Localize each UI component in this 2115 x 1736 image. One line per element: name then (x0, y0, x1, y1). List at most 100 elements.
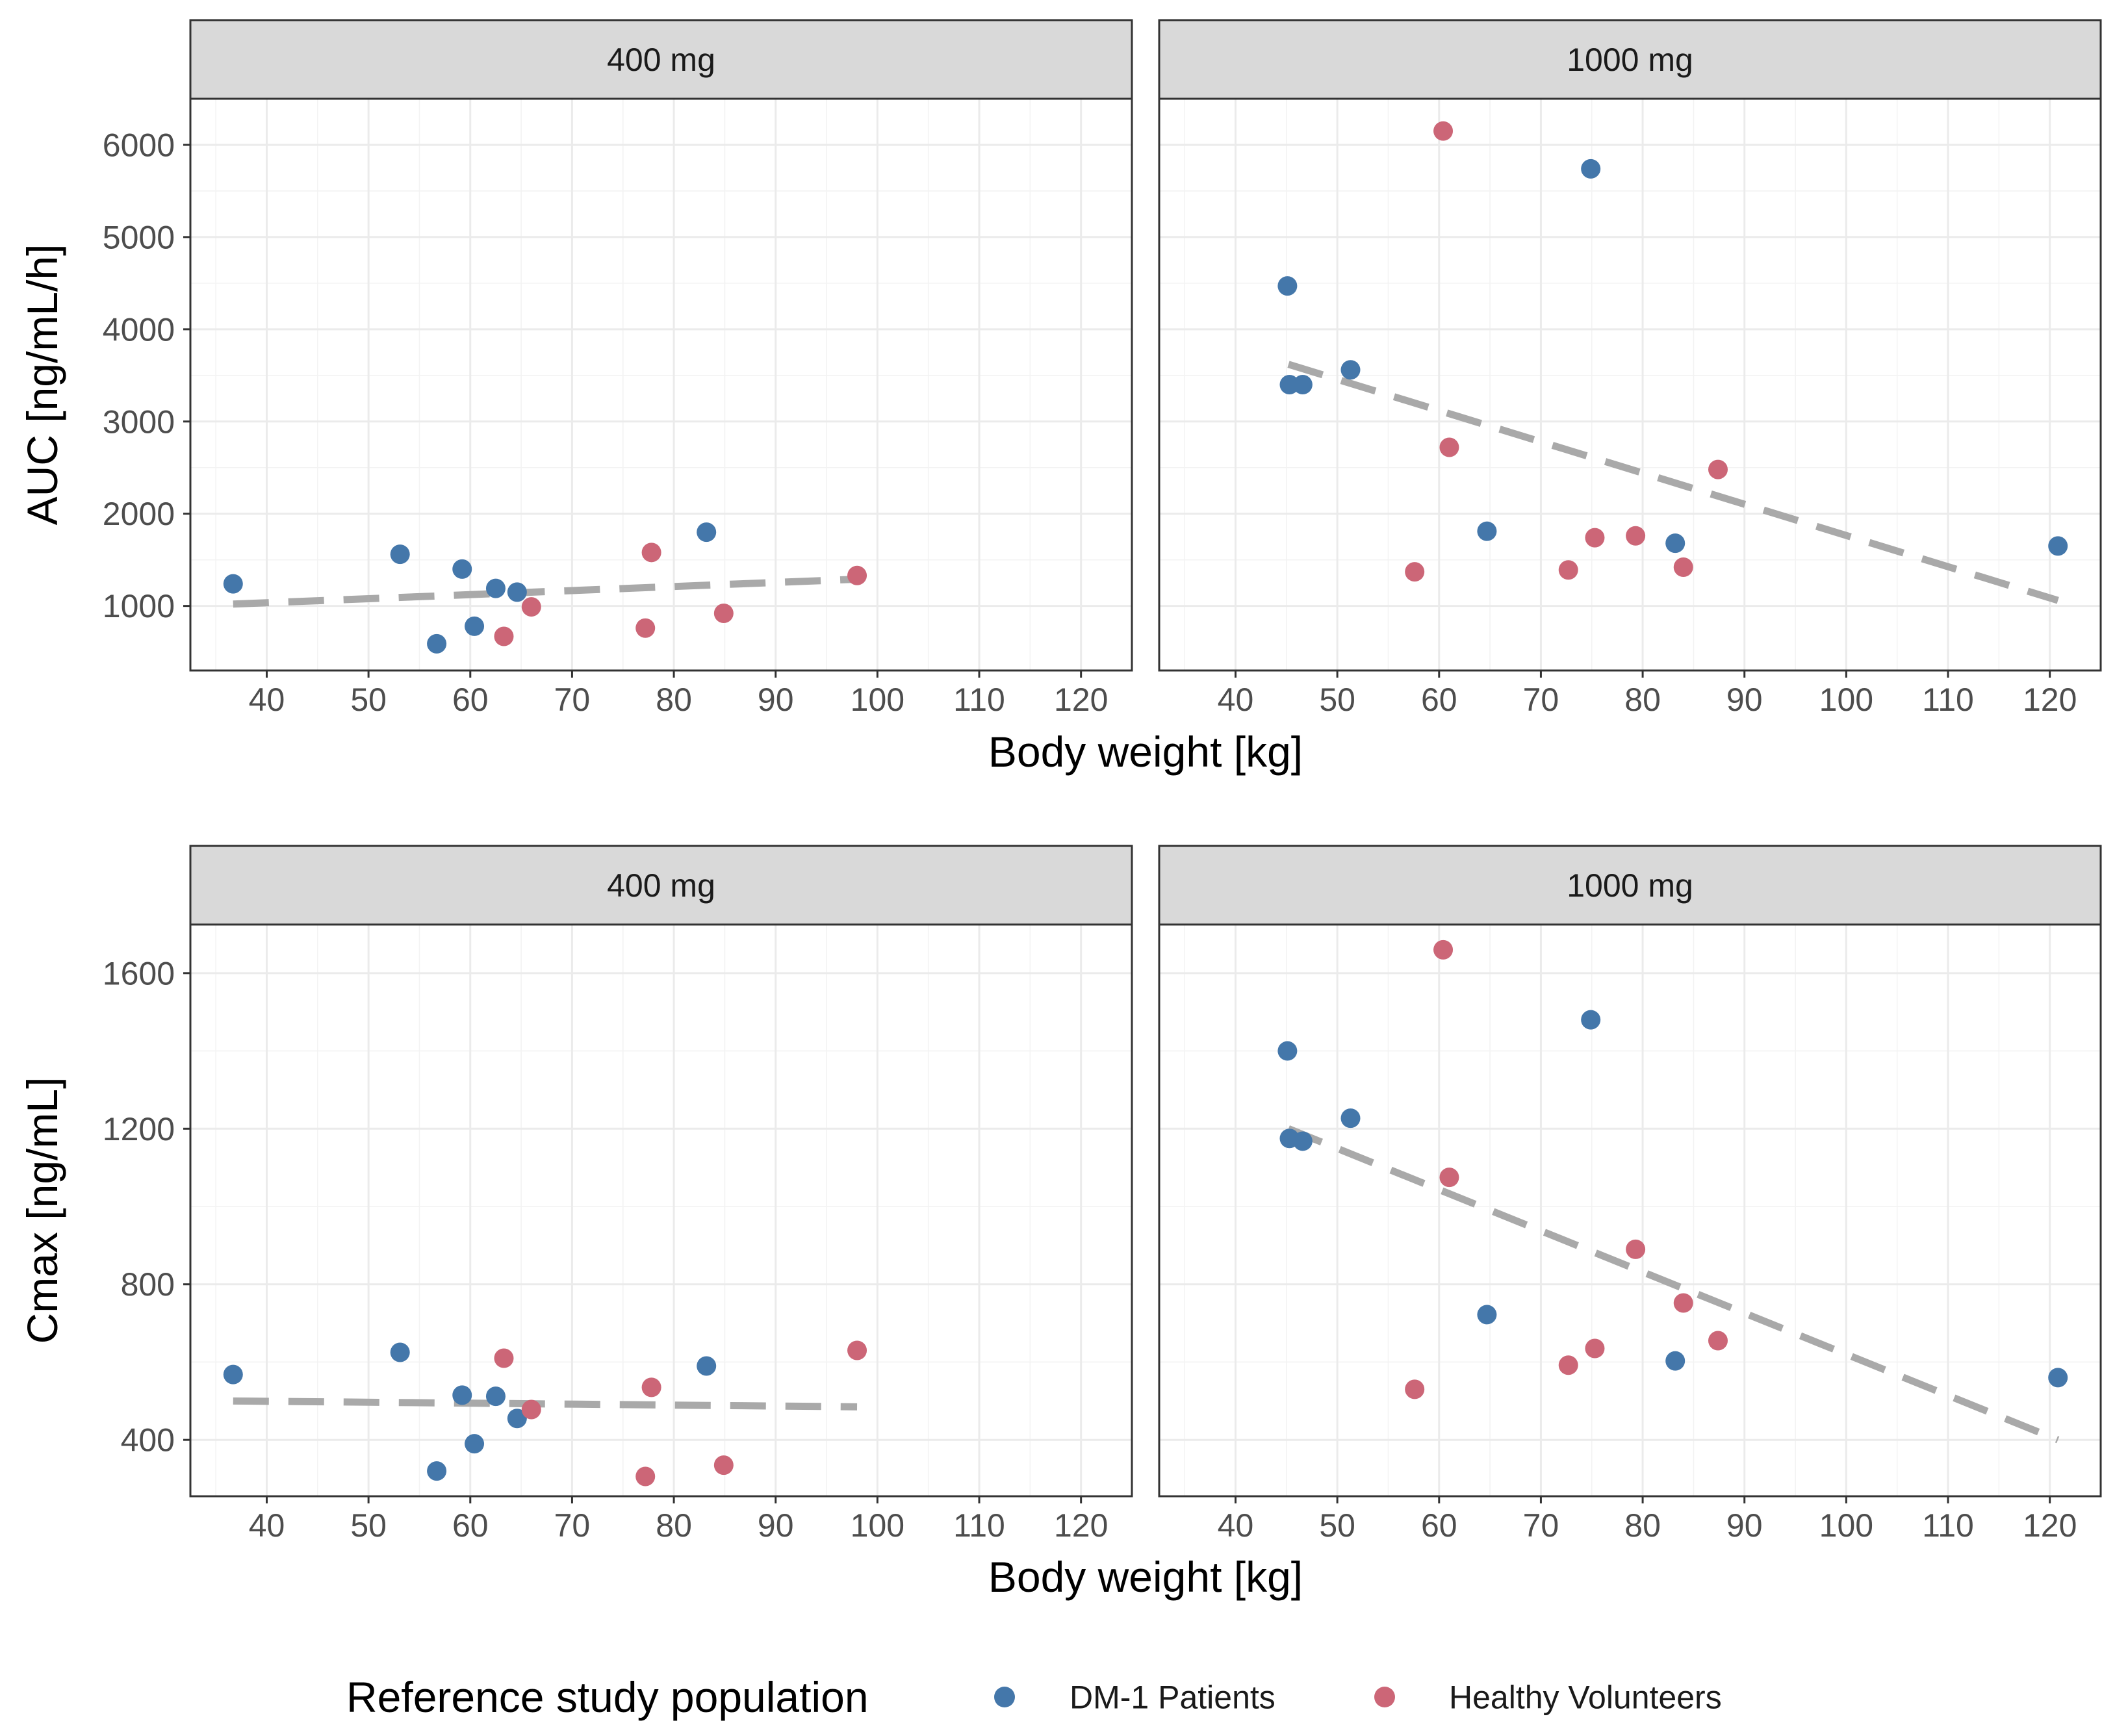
series-healthy-volunteers (1405, 121, 1728, 582)
point-healthy-volunteers (1626, 1239, 1646, 1259)
x-tick-label: 60 (452, 682, 489, 718)
y-tick-label: 5000 (103, 219, 175, 255)
point-healthy-volunteers (521, 597, 541, 617)
point-dm-1-patients (223, 1364, 243, 1385)
x-tick-label: 40 (249, 682, 285, 718)
x-tick-label: 90 (1726, 682, 1763, 718)
x-tick-label: 110 (953, 682, 1005, 718)
x-tick-label: 60 (1421, 1507, 1457, 1544)
facet-strip (189, 19, 1133, 100)
trend-line (1287, 361, 2059, 604)
point-dm-1-patients (1277, 1041, 1298, 1061)
point-dm-1-patients (1665, 533, 1686, 554)
point-dm-1-patients (223, 574, 243, 594)
x-tick-label: 40 (249, 1507, 285, 1544)
trend-line (233, 1397, 858, 1410)
x-tick-label: 100 (1819, 1507, 1873, 1544)
point-dm-1-patients (1581, 159, 1601, 179)
y-tick-label: 800 (121, 1266, 175, 1303)
point-healthy-volunteers (1673, 557, 1693, 578)
series-healthy-volunteers (494, 1340, 867, 1487)
panel-2-400-mg: 400 mg 40 50 60 70 80 90 100 110 120 400 800 1200 160… (103, 845, 1133, 1544)
plot-rows: AUC [ng/mL/h] Body weight [kg] 400 mg 40 50 6… (18, 19, 2102, 1601)
point-dm-1-patients (2048, 536, 2068, 556)
x-tick-label: 80 (1624, 1507, 1661, 1544)
point-healthy-volunteers (521, 1399, 541, 1420)
facet-strip-label: 1000 mg (1567, 867, 1693, 904)
x-tick-label: 50 (1319, 1507, 1355, 1544)
x-axis-title: Body weight [kg] (988, 728, 1303, 776)
legend-title: Reference study population (346, 1673, 869, 1721)
x-tick-label: 100 (851, 1507, 904, 1544)
series-dm-1-patients (1277, 159, 2068, 556)
point-dm-1-patients (390, 1342, 410, 1362)
point-healthy-volunteers (1708, 459, 1728, 479)
x-tick-label: 60 (1421, 682, 1457, 718)
point-healthy-volunteers (713, 604, 734, 623)
y-tick-label: 400 (121, 1422, 175, 1459)
y-tick-label: 1000 (103, 588, 175, 624)
point-healthy-volunteers (641, 542, 661, 563)
point-dm-1-patients (1277, 276, 1298, 296)
y-tick-label: 4000 (103, 311, 175, 348)
point-healthy-volunteers (1585, 528, 1605, 548)
point-dm-1-patients (485, 578, 506, 598)
panel-background (1159, 99, 2101, 670)
point-dm-1-patients (1340, 360, 1361, 380)
point-dm-1-patients (1665, 1351, 1686, 1371)
x-tick-label: 50 (350, 682, 387, 718)
x-tick-label: 80 (656, 682, 692, 718)
x-tick-label: 120 (1054, 1507, 1108, 1544)
legend-label-healthy-volunteers: Healthy Volunteers (1449, 1679, 1722, 1716)
panel-border (1158, 923, 2102, 1498)
point-healthy-volunteers (635, 1466, 656, 1487)
panel-background (1159, 925, 2101, 1496)
y-axis-title-cmax-ng-ml: Cmax [ng/mL] (18, 1077, 66, 1344)
x-tick-label: 40 (1218, 1507, 1254, 1544)
x-tick-label: 120 (1054, 682, 1108, 718)
panel-1-400-mg: 400 mg 40 50 60 70 80 90 100 110 120 1000 2000 3000 4… (103, 19, 1133, 718)
series-dm-1-patients (223, 522, 717, 654)
y-tick-label: 1600 (103, 955, 175, 991)
panel-background (190, 99, 1132, 670)
point-healthy-volunteers (1673, 1293, 1693, 1313)
point-dm-1-patients (2048, 1368, 2068, 1388)
x-tick-label: 110 (953, 1507, 1005, 1544)
point-healthy-volunteers (1558, 1355, 1578, 1375)
y-tick-label: 6000 (103, 127, 175, 163)
point-healthy-volunteers (1558, 560, 1578, 580)
panel-border (189, 97, 1133, 672)
point-healthy-volunteers (1405, 562, 1425, 582)
legend-key-healthy-volunteers (1374, 1687, 1395, 1707)
x-tick-label: 90 (758, 682, 794, 718)
facet-strip (1158, 845, 2102, 926)
point-dm-1-patients (452, 559, 472, 579)
series-dm-1-patients (1277, 1010, 2068, 1388)
point-healthy-volunteers (1626, 526, 1646, 546)
x-tick-label: 50 (1319, 682, 1355, 718)
x-tick-label: 80 (1624, 682, 1661, 718)
x-tick-label: 40 (1218, 682, 1254, 718)
point-dm-1-patients (697, 522, 717, 542)
panel-1-1000-mg: 1000 mg 40 50 60 70 80 90 100 110 120 (1158, 19, 2102, 718)
facet-strip-label: 1000 mg (1567, 42, 1693, 78)
point-dm-1-patients (1477, 1305, 1497, 1325)
series-healthy-volunteers (494, 542, 867, 646)
point-dm-1-patients (427, 633, 447, 654)
trend-line (233, 575, 858, 608)
point-healthy-volunteers (1585, 1338, 1605, 1359)
point-dm-1-patients (1477, 521, 1497, 541)
y-axis-title-auc-ng-ml-h: AUC [ng/mL/h] (18, 244, 66, 526)
series-dm-1-patients (223, 1342, 717, 1481)
point-healthy-volunteers (847, 1340, 867, 1360)
x-tick-label: 120 (2023, 682, 2077, 718)
point-dm-1-patients (485, 1386, 506, 1407)
point-healthy-volunteers (1708, 1331, 1728, 1351)
point-healthy-volunteers (847, 565, 867, 585)
x-tick-label: 100 (1819, 682, 1873, 718)
x-tick-label: 70 (554, 1507, 591, 1544)
series-healthy-volunteers (1405, 939, 1728, 1399)
point-dm-1-patients (1581, 1010, 1601, 1030)
facet-strip-label: 400 mg (607, 867, 715, 904)
